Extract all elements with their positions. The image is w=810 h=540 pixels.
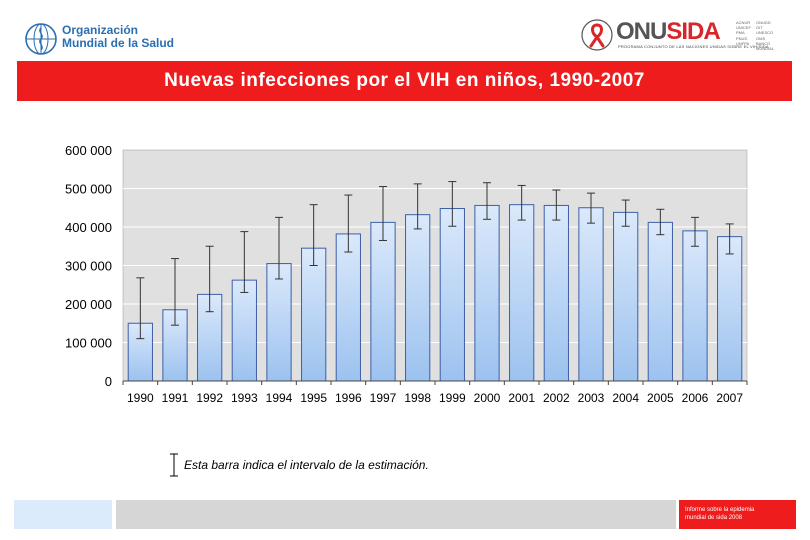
footer-line2: mundial de sida 2008 [685, 515, 743, 521]
y-tick-label: 500 000 [65, 182, 112, 197]
legend: Esta barra indica el intervalo de la est… [168, 452, 488, 478]
footer-line1: Informe sobre la epidemia [685, 507, 755, 513]
cosponsors-col1: ACNUR UNICEF PMA PNUD UNFPA [736, 20, 751, 46]
footer-middle-block [116, 500, 676, 529]
bar [301, 247, 327, 382]
x-tick-label: 1992 [196, 391, 223, 405]
who-logo-line1: Organización [62, 23, 139, 37]
x-tick-label: 2001 [508, 391, 535, 405]
bar [717, 236, 743, 382]
x-tick-label: 1998 [404, 391, 431, 405]
footer-left-block [14, 500, 112, 529]
footer-report-title: Informe sobre la epidemia mundial de sid… [679, 500, 796, 529]
y-tick-label: 400 000 [65, 220, 112, 235]
x-tick-label: 2007 [716, 391, 743, 405]
bar [509, 204, 535, 382]
bar [127, 322, 153, 382]
bar [439, 208, 465, 382]
bar [578, 207, 604, 382]
cosponsor: BANCO MUNDIAL [756, 40, 775, 52]
x-tick-label: 2000 [474, 391, 501, 405]
bar [266, 263, 292, 382]
x-tick-label: 1993 [231, 391, 258, 405]
bar [231, 279, 257, 382]
x-tick-label: 1991 [162, 391, 189, 405]
x-tick-label: 1999 [439, 391, 466, 405]
x-tick-label: 2003 [578, 391, 605, 405]
x-tick-label: 2004 [612, 391, 639, 405]
y-tick-label: 200 000 [65, 297, 112, 312]
unaids-name-sida: SIDA [666, 18, 720, 45]
bar [335, 233, 361, 382]
cosponsor: ONUDD [756, 20, 771, 25]
who-globe-icon [25, 23, 57, 55]
bar [613, 211, 639, 382]
cosponsor: PNUD [736, 35, 748, 41]
x-axis-ticks: 1990 1991 1992 1993 1994 1995 1996 1997 1998 1999… [122, 381, 748, 405]
x-tick-label: 1994 [266, 391, 293, 405]
x-tick-label: 2006 [682, 391, 709, 405]
bar [543, 204, 569, 382]
x-tick-label: 2005 [647, 391, 674, 405]
unaids-name: ONUSIDA [616, 18, 721, 46]
bar [682, 230, 708, 382]
x-tick-label: 1995 [300, 391, 327, 405]
unaids-logo: ONUSIDA PROGRAMA CONJUNTO DE LAS NACIONE… [580, 18, 795, 52]
x-tick-label: 2002 [543, 391, 570, 405]
x-tick-label: 1996 [335, 391, 362, 405]
cosponsor: UNICEF [736, 25, 751, 31]
error-bars [136, 181, 734, 340]
red-ribbon-icon [581, 19, 613, 51]
page-title: Nuevas infecciones por el VIH en niños, … [17, 61, 792, 101]
gridlines [123, 188, 747, 343]
unaids-tagline: PROGRAMA CONJUNTO DE LAS NACIONES UNIDAS… [618, 44, 769, 49]
who-logo-text: Organización Mundial de la Salud [62, 24, 174, 50]
cosponsor: OMS [756, 35, 766, 41]
y-tick-label: 300 000 [65, 259, 112, 274]
cosponsor: PMA [736, 30, 745, 36]
bar [405, 214, 431, 382]
bars [127, 204, 743, 382]
y-tick-label: 0 [105, 374, 112, 389]
who-logo: Organización Mundial de la Salud [24, 20, 194, 60]
y-tick-label: 100 000 [65, 336, 112, 351]
unaids-name-onu: ONU [616, 18, 667, 45]
bar [370, 221, 396, 382]
who-logo-line2: Mundial de la Salud [62, 36, 175, 50]
x-tick-label: 1997 [370, 391, 397, 405]
cosponsor: ACNUR [736, 20, 751, 25]
bar [474, 204, 500, 382]
cosponsor: OIT [756, 25, 763, 31]
x-tick-label: 1990 [127, 391, 154, 405]
error-bar-legend-icon [170, 453, 178, 477]
cosponsors-col2: ONUDD OIT UNESCO OMS BANCO MUNDIAL [756, 20, 774, 51]
y-axis-ticks: 0 100 000 200 000 300 000 400 000 500 000 600 … [65, 143, 112, 389]
y-tick-label: 600 000 [65, 143, 112, 158]
legend-label: Esta barra indica el intervalo de la est… [184, 458, 429, 472]
cosponsor: UNFPA [736, 40, 750, 46]
cosponsor: UNESCO [756, 30, 774, 36]
bar [647, 221, 673, 382]
